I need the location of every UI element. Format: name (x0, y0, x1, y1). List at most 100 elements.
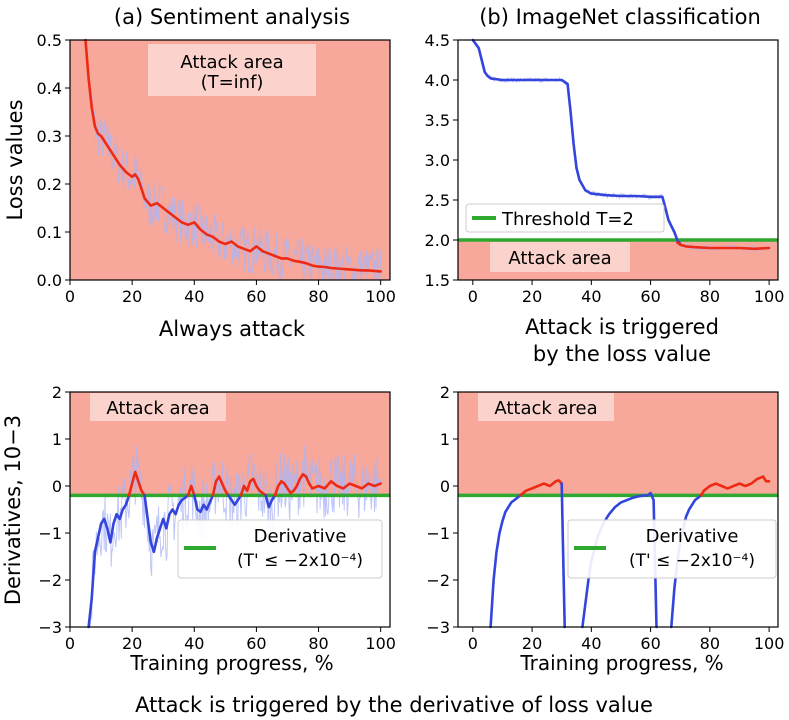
panel-a-xtick-label: 40 (184, 287, 204, 306)
panel-c-ytick-label: 1 (52, 430, 62, 449)
panel-b-series-line-0 (471, 38, 682, 246)
panel-c-series-line-5 (211, 475, 230, 497)
panel-c-series-line-1 (127, 470, 146, 497)
panel-c-legend-box (177, 519, 383, 579)
panel-b-xtick-label: 40 (581, 287, 601, 306)
panel-b-xtick-label: 100 (754, 287, 785, 306)
panel-d-ytick-label: −1 (426, 524, 450, 543)
panel-c-frame (69, 391, 391, 628)
panel-c-ytick-label: −3 (38, 618, 62, 637)
panel-c-xtick-label: 80 (308, 634, 328, 653)
panel-d-ytick-label: 2 (440, 383, 450, 402)
panel-d-ticks: 0 20 40 60 80 100 −3 −2 −1 0 1 2 (426, 383, 784, 653)
panel-c-ytick-label: 2 (52, 383, 62, 402)
panel-b-xtick-label: 80 (700, 287, 720, 306)
panel-b-caption: Attack is triggered (525, 315, 719, 339)
panel-c-series-layer (87, 470, 382, 629)
panel-d-legend-label-2: (T' ≤ −2x10⁻⁴) (629, 551, 755, 571)
panel-b-frame (457, 39, 779, 281)
panel-c-series-line-8 (264, 494, 277, 509)
panel-c-xtick-label: 40 (184, 634, 204, 653)
panel-d-frame (457, 391, 779, 628)
panel-c-noise-layer (88, 445, 382, 628)
panel-c: Derivatives, 10−3 Attack area Derivative… (1, 383, 396, 675)
panel-a-xtick-label: 60 (246, 287, 266, 306)
panel-a-ytick-label: 0.5 (37, 31, 62, 50)
panel-a-ytick-label: 0.3 (37, 127, 62, 146)
panel-d-ytick-label: −2 (426, 571, 450, 590)
panel-d-xtick-label: 80 (700, 634, 720, 653)
panel-d-legend-box (567, 519, 777, 579)
panel-c-ytick-label: −1 (38, 524, 62, 543)
panel-d-ytick-label: 0 (440, 477, 450, 496)
panel-a-ytick-label: 0.4 (37, 79, 62, 98)
panel-b-legend-label: Threshold T=2 (501, 209, 634, 230)
panel-b-xtick-label: 0 (468, 287, 478, 306)
panel-c-series-line-3 (186, 484, 196, 497)
panel-b-series-line-1 (676, 241, 771, 251)
panel-c-noise-line (88, 445, 382, 628)
panel-a-xtick-label: 80 (308, 287, 328, 306)
panel-a-attack-label: Attack area (180, 52, 283, 73)
panel-b-attack-label: Attack area (508, 248, 611, 269)
panel-a-ytick-label: 0.2 (37, 175, 62, 194)
panel-d: Attack area Derivative (T' ≤ −2x10⁻⁴) 0 2… (426, 383, 784, 675)
panel-c-xtick-label: 60 (246, 634, 266, 653)
panel-c-xlabel: Training progress, % (129, 651, 333, 675)
panel-b-ytick-label: 2.5 (425, 191, 450, 210)
panel-a-ytick-label: 0.1 (37, 223, 62, 242)
panel-a-frame (69, 39, 391, 281)
panel-d-xtick-label: 20 (522, 634, 542, 653)
panel-c-ylabel: Derivatives, 10−3 (1, 415, 25, 605)
panel-c-legend-label-2: (T' ≤ −2x10⁻⁴) (237, 551, 363, 571)
panel-b-caption-2: by the loss value (533, 342, 711, 366)
panel-b-legend-box (465, 203, 665, 233)
panel-b-ytick-label: 1.5 (425, 271, 450, 290)
panel-d-ytick-label: −3 (426, 618, 450, 637)
panel-d-xtick-label: 0 (468, 634, 478, 653)
panel-b-attack-label-box (490, 242, 630, 272)
panel-c-series-line-7 (239, 477, 267, 497)
panel-a-xtick-label: 20 (122, 287, 142, 306)
panel-a-title: (a) Sentiment analysis (114, 5, 350, 29)
panel-b-ytick-label: 4.0 (425, 71, 450, 90)
panel-d-series-line-0 (489, 494, 522, 629)
panel-a-xtick-label: 0 (65, 287, 75, 306)
panel-b-ytick-label: 3.5 (425, 111, 450, 130)
panel-b-ytick-label: 2.0 (425, 231, 450, 250)
panel-a-series-layer (84, 38, 382, 273)
panel-a: (a) Sentiment analysis Loss values Attac… (3, 5, 396, 341)
panel-d-xtick-label: 100 (754, 634, 785, 653)
panel-b-series-layer (471, 38, 771, 251)
panel-c-attack-label-box (90, 393, 226, 421)
panel-d-ytick-label: 1 (440, 430, 450, 449)
panel-a-attack-label-box (148, 44, 316, 96)
panel-b-title: (b) ImageNet classification (479, 5, 761, 29)
panel-c-xtick-label: 20 (122, 634, 142, 653)
panel-d-legend-label: Derivative (646, 526, 739, 547)
panel-c-ytick-label: 0 (52, 477, 62, 496)
panel-b-xtick-label: 60 (640, 287, 660, 306)
panel-c-series-line-0 (87, 494, 131, 629)
panel-b-ticks: 0 20 40 60 80 100 1.5 2.0 2.5 3.0 3.5 4.0 4.5 (425, 31, 785, 306)
panel-d-xtick-label: 40 (581, 634, 601, 653)
panel-c-series-line-9 (273, 473, 382, 497)
panel-a-ytick-label: 0.0 (37, 271, 62, 290)
panel-c-ytick-label: −2 (38, 571, 62, 590)
panel-c-xtick-label: 0 (65, 634, 75, 653)
panel-c-attack-label: Attack area (106, 398, 209, 419)
panel-d-attack-label: Attack area (494, 398, 597, 419)
panel-a-series-line-0 (84, 38, 382, 273)
panel-b: (b) ImageNet classification Threshold T=… (425, 5, 785, 366)
panel-c-legend-label: Derivative (254, 526, 347, 547)
panel-c-series-line-4 (193, 494, 215, 514)
panel-a-xtick-label: 100 (365, 287, 396, 306)
panel-b-ytick-label: 4.5 (425, 31, 450, 50)
panel-c-xtick-label: 100 (365, 634, 396, 653)
panel-d-attack-label-box (478, 393, 614, 421)
panel-c-series-line-2 (143, 494, 190, 554)
panel-d-xlabel: Training progress, % (519, 651, 723, 675)
panel-a-caption: Always attack (159, 317, 306, 341)
panel-d-xtick-label: 60 (640, 634, 660, 653)
